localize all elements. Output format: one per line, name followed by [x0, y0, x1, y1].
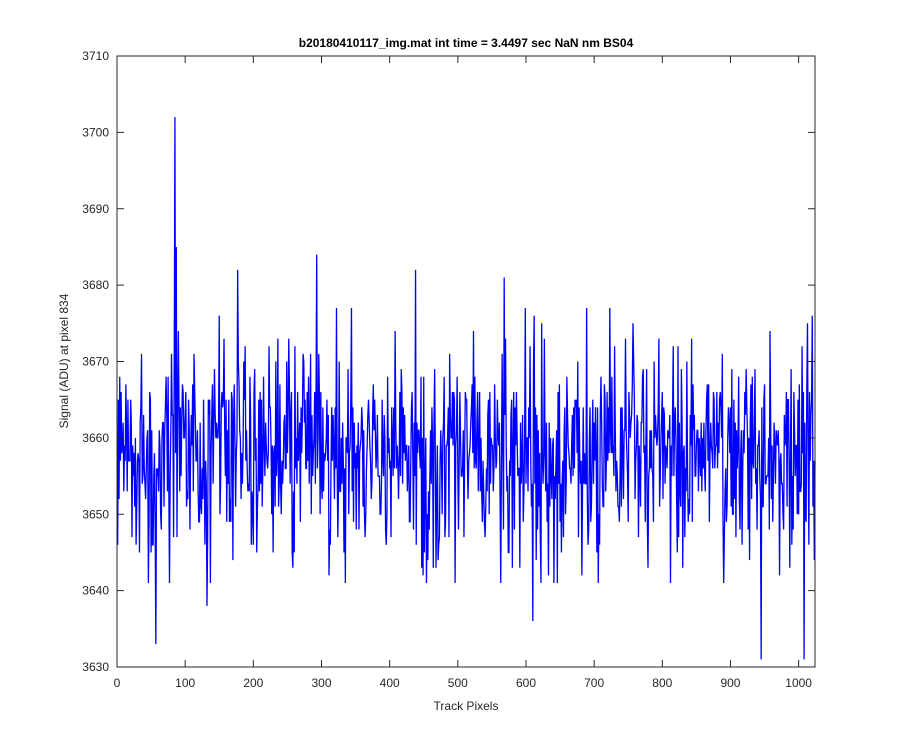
y-tick-label: 3680 [82, 278, 109, 292]
x-tick-label: 0 [114, 676, 121, 690]
y-axis-ticks: 3630 3640 3650 3660 3670 3680 3690 3700 3710 [82, 49, 815, 674]
chart-title: b20180410117_img.mat int time = 3.4497 s… [299, 36, 634, 50]
x-tick-label: 200 [243, 676, 263, 690]
x-tick-label: 300 [311, 676, 331, 690]
y-tick-label: 3640 [82, 584, 109, 598]
y-tick-label: 3670 [82, 355, 109, 369]
x-axis-label: Track Pixels [434, 699, 499, 713]
x-tick-label: 1000 [785, 676, 812, 690]
x-tick-label: 500 [448, 676, 468, 690]
x-tick-label: 400 [380, 676, 400, 690]
x-tick-label: 800 [652, 676, 672, 690]
x-tick-label: 100 [175, 676, 195, 690]
signal-series-line [117, 117, 816, 660]
y-tick-label: 3710 [82, 49, 109, 63]
y-tick-label: 3660 [82, 431, 109, 445]
series-layer [117, 117, 816, 660]
x-axis-ticks: 0 100 200 300 400 500 600 700 800 900 1000 [114, 56, 812, 690]
plot-area-background [117, 56, 815, 667]
y-tick-label: 3700 [82, 125, 109, 139]
x-tick-label: 900 [720, 676, 740, 690]
y-tick-label: 3650 [82, 507, 109, 521]
x-tick-label: 600 [516, 676, 536, 690]
y-tick-label: 3690 [82, 202, 109, 216]
x-tick-label: 700 [584, 676, 604, 690]
y-tick-label: 3630 [82, 660, 109, 674]
y-axis-label: Signal (ADU) at pixel 834 [57, 293, 71, 428]
